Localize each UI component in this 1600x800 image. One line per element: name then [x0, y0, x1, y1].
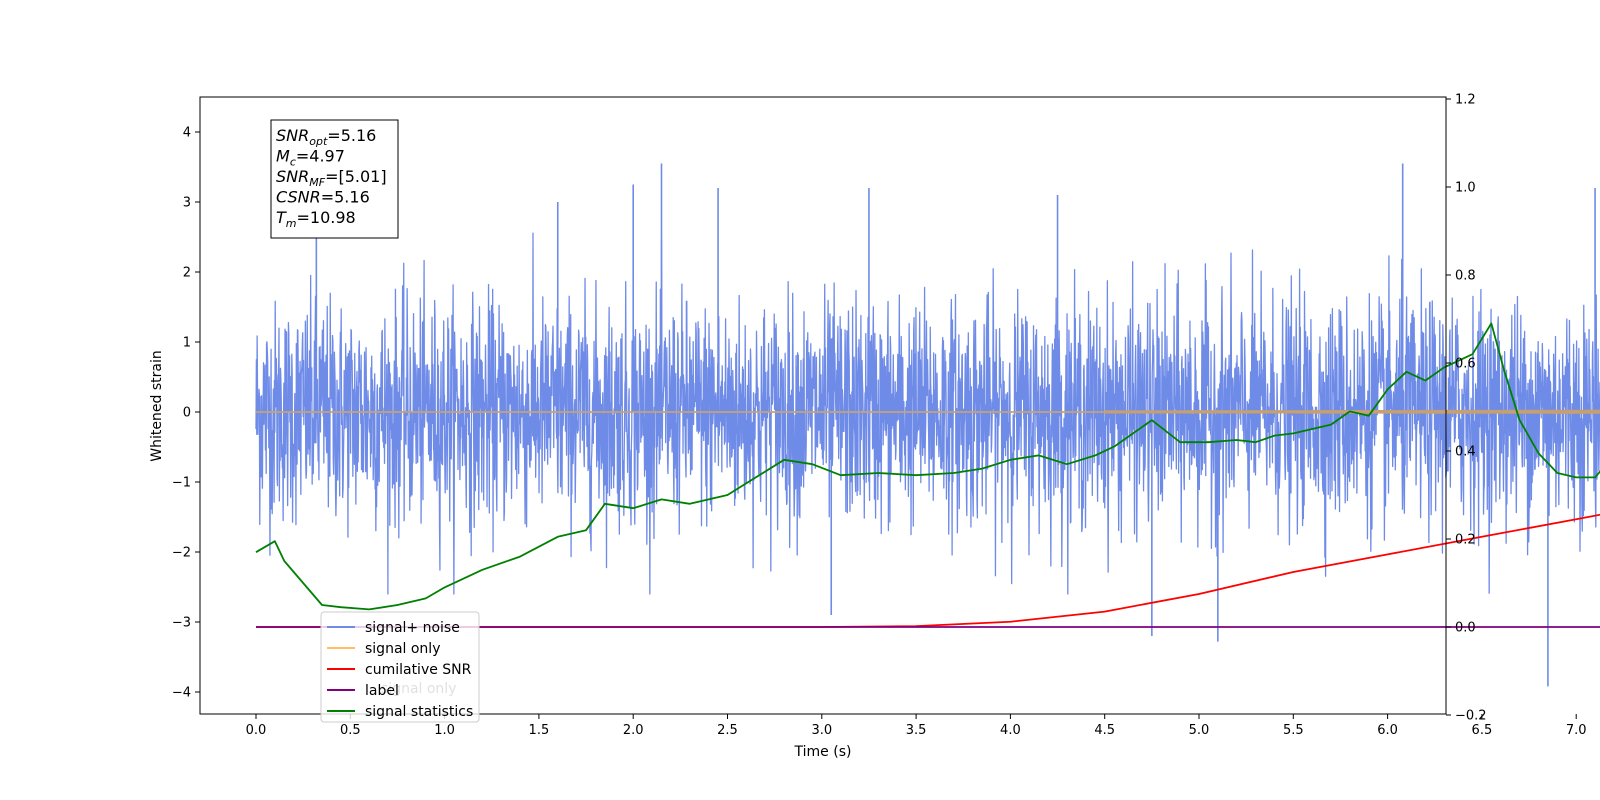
y-tick-label: −4: [172, 686, 191, 701]
y-right-tick-label: 0.2: [1455, 533, 1476, 548]
x-tick-label: 5.5: [1283, 723, 1304, 738]
x-tick-label: 4.0: [1000, 723, 1021, 738]
y-tick-label: −2: [172, 546, 191, 561]
y-tick-label: −1: [172, 476, 191, 491]
y-tick-label: 2: [183, 266, 191, 281]
legend-label: signal statistics: [365, 704, 473, 720]
y-tick-label: 4: [183, 126, 191, 141]
annotation-subscript: opt: [309, 135, 328, 148]
annotation-line: Mc=4.97: [276, 147, 345, 169]
annotation-value: =5.16: [321, 188, 370, 207]
y-tick-label: 0: [183, 406, 191, 421]
series-signal-statistics: [255, 322, 1600, 611]
legend-label: signal only: [365, 641, 440, 657]
x-tick-label: 1.5: [529, 723, 550, 738]
y-tick-label: 1: [183, 336, 191, 351]
legend-label: label: [365, 683, 399, 699]
x-tick-label: 1.0: [434, 723, 455, 738]
y-tick-label: −3: [172, 616, 191, 631]
legend-label: cumilative SNR: [365, 662, 472, 678]
y-right-tick-label: 1.2: [1455, 93, 1476, 108]
annotation-symbol: SNR: [276, 167, 309, 186]
annotation-line: CSNR=5.16: [276, 188, 370, 207]
x-tick-label: 7.0: [1566, 723, 1587, 738]
y-right-tick-label: −0.2: [1455, 709, 1487, 724]
annotation-symbol: CSNR: [276, 188, 321, 207]
legend-ghost-text: signal only: [381, 681, 456, 697]
y-right-tick-label: 0.0: [1455, 621, 1476, 636]
x-axis-ticks: 0.0 0.5 1.0 1.5 2.0 2.5 3.0 3.5 4.0 4.5 5.0 5.5 6.0 6…: [246, 714, 1587, 738]
annotation-line: SNRopt=5.16: [276, 126, 376, 148]
x-tick-label: 0.5: [340, 723, 361, 738]
x-tick-label: 2.5: [717, 723, 738, 738]
annotation-value: =5.16: [327, 126, 376, 145]
y-right-tick-label: 0.4: [1455, 445, 1476, 460]
annotation-symbol: T: [276, 208, 287, 227]
series-signal-noise: [255, 232, 1600, 595]
x-tick-label: 6.0: [1377, 723, 1398, 738]
y-axis-left-ticks: −4 −3 −2 −1 0 1 2 3 4: [172, 126, 200, 701]
annotation-value: =4.97: [296, 147, 345, 166]
annotation-line: SNRMF=[5.01]: [276, 167, 387, 189]
x-tick-label: 0.0: [246, 723, 267, 738]
x-tick-label: 2.0: [623, 723, 644, 738]
x-tick-label: 6.5: [1472, 723, 1493, 738]
y-axis-label: Whitened strain: [149, 350, 165, 461]
annotation-value: =10.98: [297, 208, 356, 227]
right-axis-series-layer: [255, 322, 1600, 628]
annotation-value: =[5.01]: [325, 167, 387, 186]
annotation-subscript: c: [290, 156, 296, 169]
annotation-subscript: MF: [309, 176, 325, 189]
y-right-tick-label: 0.8: [1455, 269, 1476, 284]
legend: signal only signal+ noise signal only cumil…: [320, 611, 480, 723]
y-axis-right-ticks: −0.2 0.0 0.2 0.4 0.6 0.8 1.0 1.2: [1446, 93, 1487, 724]
y-tick-label: 3: [183, 196, 191, 211]
x-tick-label: 5.0: [1189, 723, 1210, 738]
legend-label: signal+ noise: [365, 620, 460, 636]
x-tick-label: 4.5: [1094, 723, 1115, 738]
annotation-line: Tm=10.98: [276, 208, 356, 230]
y-right-tick-label: 0.6: [1455, 357, 1476, 372]
annotation-symbol: SNR: [276, 126, 309, 145]
legend-frame: [320, 611, 480, 723]
annotation-subscript: m: [286, 217, 297, 230]
y-right-tick-label: 1.0: [1455, 181, 1476, 196]
stats-annotation-box: SNRopt=5.16Mc=4.97SNRMF=[5.01]CSNR=5.16T…: [270, 119, 399, 239]
x-tick-label: 3.0: [811, 723, 832, 738]
plot-frame: [199, 96, 1447, 715]
x-tick-label: 3.5: [906, 723, 927, 738]
annotation-symbol: M: [276, 147, 290, 166]
series-cumilative-snr: [256, 513, 1600, 628]
noise-series-layer: [255, 163, 1600, 687]
x-axis-label: Time (s): [794, 744, 852, 760]
annotation-frame: [270, 119, 399, 239]
